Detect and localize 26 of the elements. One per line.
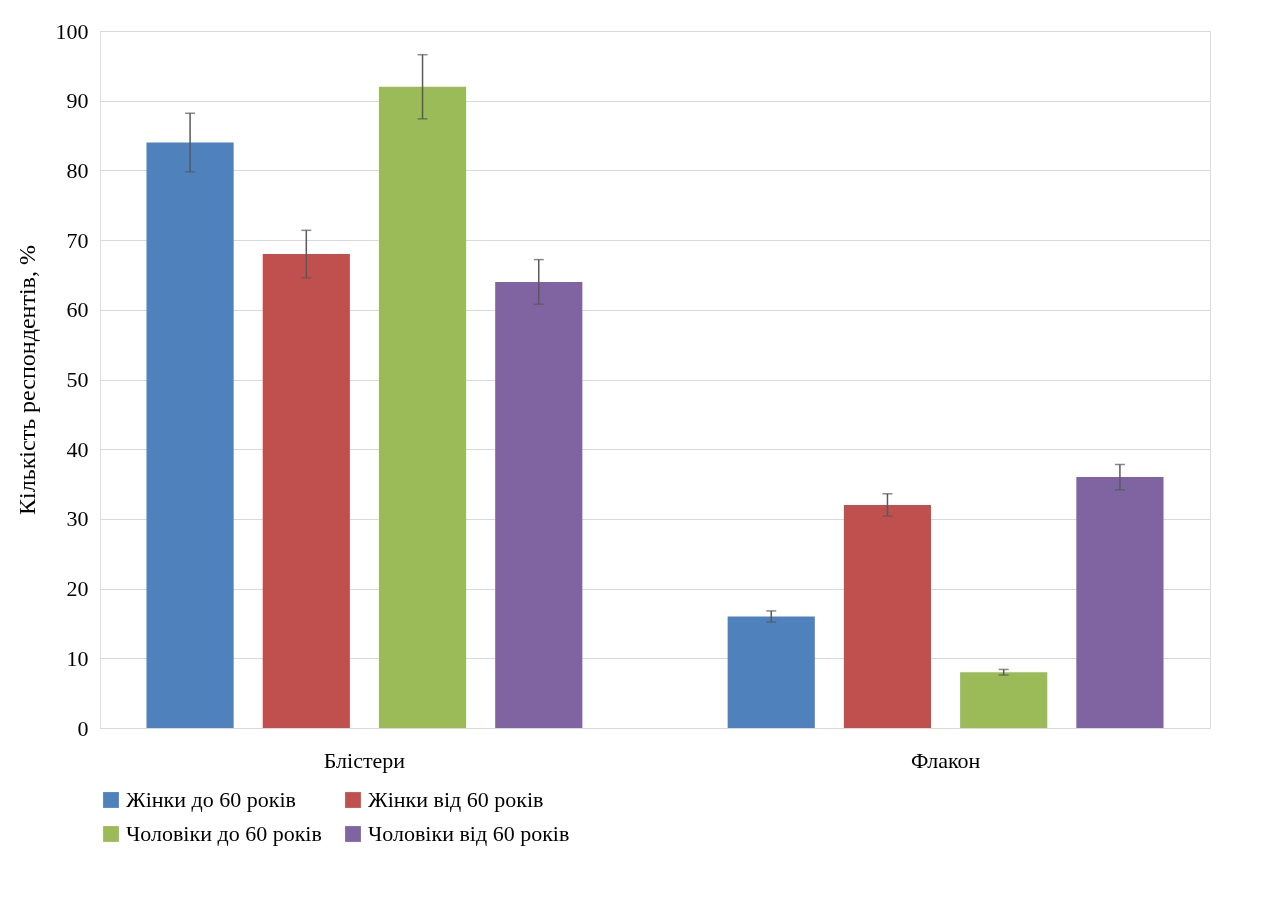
y-tick-label: 30 <box>66 506 89 532</box>
bar <box>146 142 234 728</box>
y-tick-label: 70 <box>66 227 89 253</box>
bar <box>495 281 583 728</box>
y-tick-label: 100 <box>55 18 89 44</box>
bar <box>960 672 1048 728</box>
y-tick-label: 90 <box>66 88 89 114</box>
x-tick-label: Флакон <box>910 747 981 773</box>
bar <box>727 616 815 728</box>
legend-label: Чоловіки до 60 років <box>126 821 322 846</box>
y-tick-label: 10 <box>66 645 89 671</box>
y-tick-label: 80 <box>66 157 89 183</box>
y-tick-label: 20 <box>66 576 89 602</box>
bar <box>843 504 932 728</box>
y-tick-label: 0 <box>77 715 89 741</box>
y-axis-title: Кількість респондентів, % <box>13 245 40 515</box>
legend-label: Жінки від 60 років <box>368 787 544 812</box>
bar <box>378 86 467 728</box>
bar <box>1076 477 1164 728</box>
legend-label: Жінки до 60 років <box>126 787 296 812</box>
y-tick-label: 40 <box>66 436 89 462</box>
y-tick-label: 50 <box>66 367 89 392</box>
legend-label: Чоловіки від 60 років <box>368 821 570 846</box>
y-tick-label: 60 <box>66 297 89 323</box>
x-tick-label: Блістери <box>323 747 406 773</box>
bar <box>262 254 350 728</box>
